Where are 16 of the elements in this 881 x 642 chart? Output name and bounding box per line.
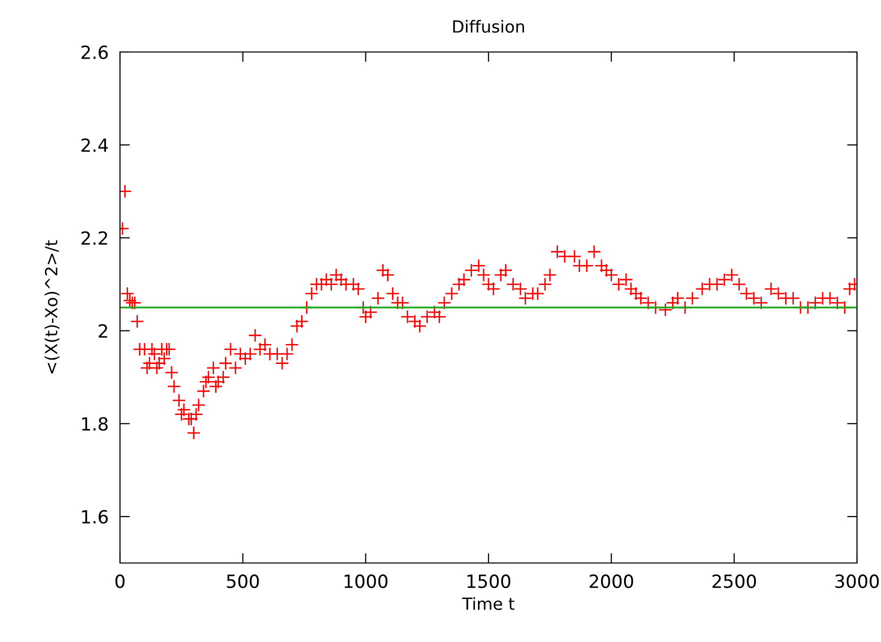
- y-tick-label: 2.2: [82, 231, 108, 245]
- x-axis-title: Time t: [462, 597, 514, 610]
- x-tick-label: 0: [115, 574, 125, 588]
- y-axis-title: <(X(t)-Xo)^2>/t: [44, 240, 60, 374]
- x-tick-label: 1500: [468, 574, 510, 588]
- x-tick-label: 500: [226, 574, 259, 588]
- x-tick-label: 2500: [712, 574, 756, 588]
- y-tick-label: 1.6: [82, 510, 108, 524]
- x-tick-label: 3000: [835, 574, 879, 588]
- x-tick-label: 1000: [344, 574, 388, 588]
- chart-title: Diffusion: [453, 20, 524, 33]
- y-tick-label: 1.8: [82, 417, 108, 431]
- y-tick-label: 2: [98, 324, 108, 338]
- y-tick-label: 2.6: [82, 45, 108, 60]
- y-tick-label: 2.4: [82, 138, 108, 152]
- x-tick-label: 2000: [590, 574, 634, 588]
